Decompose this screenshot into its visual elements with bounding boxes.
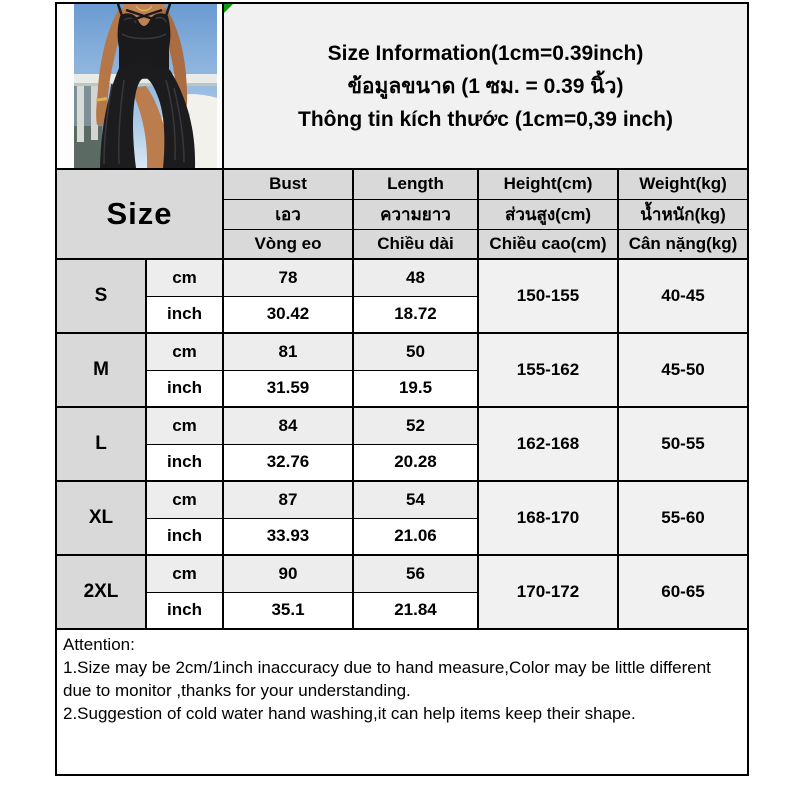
length-cm-2xl: 56 — [352, 554, 479, 593]
size-chart-sheet: Size Information(1cm=0.39inch) ข้อมูลขนา… — [54, 2, 750, 776]
railing-post — [77, 86, 84, 142]
bust-cm-l: 84 — [222, 406, 354, 445]
size-info-title-vi: Thông tin kích thước (1cm=0,39 inch) — [298, 107, 673, 131]
bracelet — [95, 97, 108, 102]
size-label-2xl: 2XL — [55, 554, 147, 630]
product-photo — [74, 5, 217, 167]
height-range-m: 155-162 — [477, 332, 619, 408]
bust-cm-m: 81 — [222, 332, 354, 371]
attention-note: Attention: 1.Size may be 2cm/1inch inacc… — [54, 628, 750, 776]
attention-line-2: 2.Suggestion of cold water hand washing,… — [63, 704, 636, 723]
length-cm-l: 52 — [352, 406, 479, 445]
col-header-height-en: Height(cm) — [477, 168, 619, 200]
table-row-s-cm: S cm 78 48 150-155 40-45 — [55, 258, 750, 334]
table-row-xl-cm: XL cm 87 54 168-170 55-60 — [55, 480, 750, 556]
unit-label-cm: cm — [145, 480, 224, 519]
table-row-2xl-cm: 2XL cm 90 56 170-172 60-65 — [55, 554, 750, 630]
dress-skirt — [100, 63, 196, 167]
length-inch-l: 20.28 — [352, 443, 479, 482]
col-header-weight-th: น้ำหนัก(kg) — [616, 198, 750, 230]
height-range-xl: 168-170 — [477, 480, 619, 556]
table-row-s-inch: inch 30.42 18.72 — [56, 295, 748, 334]
col-header-length-th: ความยาว — [352, 198, 479, 230]
bust-inch-2xl: 35.1 — [222, 591, 354, 630]
size-information-header: Size Information(1cm=0.39inch) ข้อมูลขนา… — [221, 2, 750, 170]
col-header-bust-th: เอว — [222, 198, 354, 230]
weight-range-xl: 55-60 — [616, 480, 750, 556]
length-inch-xl: 21.06 — [352, 517, 479, 556]
table-row-xl-inch: inch 33.93 21.06 — [56, 517, 748, 556]
model-leg — [130, 86, 172, 167]
col-header-bust-en: Bust — [222, 168, 354, 200]
size-info-title-th: ข้อมูลขนาด (1 ซม. = 0.39 นิ้ว) — [347, 74, 624, 98]
length-inch-m: 19.5 — [352, 369, 479, 408]
table-row-m-cm: M cm 81 50 155-162 45-50 — [55, 332, 750, 408]
railing-post — [91, 86, 98, 140]
size-label-m: M — [55, 332, 147, 408]
col-header-bust-vi: Vòng eo — [222, 228, 354, 260]
dress-bodice — [117, 13, 171, 79]
weight-range-l: 50-55 — [616, 406, 750, 482]
height-range-l: 162-168 — [477, 406, 619, 482]
bust-inch-l: 32.76 — [222, 443, 354, 482]
length-inch-2xl: 21.84 — [352, 591, 479, 630]
table-row-m-inch: inch 31.59 19.5 — [56, 369, 748, 408]
attention-title: Attention: — [63, 635, 135, 654]
size-label-l: L — [55, 406, 147, 482]
dress-straps — [117, 5, 171, 24]
attention-line-1: 1.Size may be 2cm/1inch inaccuracy due t… — [63, 658, 711, 700]
table-row-l-inch: inch 32.76 20.28 — [56, 443, 748, 482]
length-cm-xl: 54 — [352, 480, 479, 519]
height-range-2xl: 170-172 — [477, 554, 619, 630]
col-header-length-en: Length — [352, 168, 479, 200]
cell-flag-triangle-icon — [225, 5, 233, 13]
length-cm-m: 50 — [352, 332, 479, 371]
size-corner-header: Size — [55, 168, 224, 260]
col-header-weight-vi: Cân nặng(kg) — [616, 228, 750, 260]
size-info-title-en: Size Information(1cm=0.39inch) — [327, 41, 644, 65]
unit-label-inch: inch — [145, 443, 224, 482]
length-cm-s: 48 — [352, 258, 479, 297]
unit-label-inch: inch — [145, 591, 224, 630]
length-inch-s: 18.72 — [352, 295, 479, 334]
table-row-2xl-inch: inch 35.1 21.84 — [56, 591, 748, 630]
bust-inch-xl: 33.93 — [222, 517, 354, 556]
bust-inch-s: 30.42 — [222, 295, 354, 334]
necklace — [135, 5, 153, 12]
weight-range-s: 40-45 — [616, 258, 750, 334]
bust-cm-s: 78 — [222, 258, 354, 297]
unit-label-inch: inch — [145, 517, 224, 556]
col-header-height-th: ส่วนสูง(cm) — [477, 198, 619, 230]
unit-label-cm: cm — [145, 332, 224, 371]
col-header-weight-en: Weight(kg) — [616, 168, 750, 200]
product-photo-cell — [55, 2, 224, 170]
size-label-s: S — [55, 258, 147, 334]
unit-label-inch: inch — [145, 295, 224, 334]
col-header-height-vi: Chiều cao(cm) — [477, 228, 619, 260]
railing-shadow — [74, 83, 217, 86]
size-chart-table: Size Information(1cm=0.39inch) ข้อมูลขนา… — [54, 2, 750, 776]
table-row-l-cm: L cm 84 52 162-168 50-55 — [55, 406, 750, 482]
weight-range-2xl: 60-65 — [616, 554, 750, 630]
skirt-folds — [103, 79, 185, 165]
bust-cm-2xl: 90 — [222, 554, 354, 593]
unit-label-cm: cm — [145, 258, 224, 297]
height-range-s: 150-155 — [477, 258, 619, 334]
weight-range-m: 45-50 — [616, 332, 750, 408]
unit-label-cm: cm — [145, 554, 224, 593]
model-photo-illustration — [74, 5, 217, 167]
unit-label-cm: cm — [145, 406, 224, 445]
bust-cm-xl: 87 — [222, 480, 354, 519]
unit-label-inch: inch — [145, 369, 224, 408]
bust-inch-m: 31.59 — [222, 369, 354, 408]
col-header-length-vi: Chiều dài — [352, 228, 479, 260]
size-label-xl: XL — [55, 480, 147, 556]
